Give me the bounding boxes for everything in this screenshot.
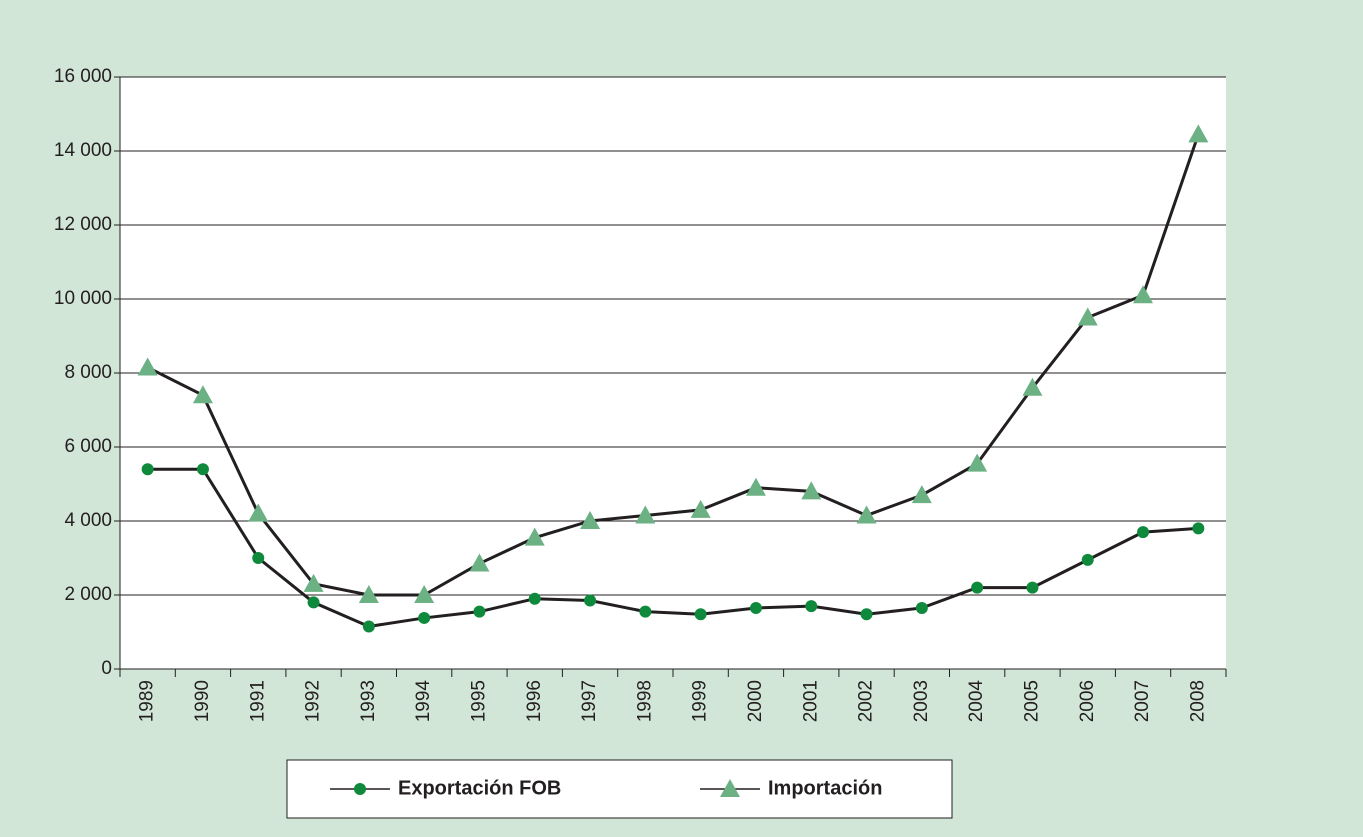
data-point xyxy=(307,596,320,609)
x-tick-label: 2007 xyxy=(1132,680,1153,722)
data-point xyxy=(248,503,269,522)
x-tick-label: 2006 xyxy=(1077,680,1098,722)
legend-label: Importación xyxy=(768,777,882,799)
data-point xyxy=(252,552,265,564)
data-point xyxy=(856,505,877,524)
y-tick-label: 4 000 xyxy=(64,510,112,531)
y-tick-label: 10 000 xyxy=(54,288,112,309)
x-tick-label: 1989 xyxy=(137,680,158,722)
legend-marker xyxy=(354,783,366,795)
data-point xyxy=(196,463,209,476)
data-point xyxy=(805,600,818,613)
x-tick-label: 1992 xyxy=(303,680,324,722)
data-point xyxy=(1077,307,1098,326)
y-tick-label: 0 xyxy=(101,658,112,679)
y-tick-label: 2 000 xyxy=(64,584,112,605)
data-point xyxy=(1137,526,1150,539)
x-tick-label: 2005 xyxy=(1021,680,1042,722)
x-tick-label: 2004 xyxy=(966,680,987,723)
data-point xyxy=(414,585,435,603)
x-tick-label: 1997 xyxy=(579,680,600,722)
data-point xyxy=(690,499,711,518)
data-point xyxy=(524,527,545,546)
y-tick-label: 14 000 xyxy=(54,140,112,161)
data-point xyxy=(745,477,766,496)
data-point xyxy=(635,505,656,524)
data-point xyxy=(749,601,762,614)
series-line xyxy=(146,133,1200,597)
data-point xyxy=(362,620,375,633)
x-tick-label: 1996 xyxy=(524,680,545,722)
data-point xyxy=(1192,522,1205,535)
x-tick-label: 1999 xyxy=(690,680,711,722)
data-point xyxy=(694,608,707,621)
data-point xyxy=(473,605,486,618)
data-point xyxy=(584,594,597,607)
y-tick-label: 8 000 xyxy=(64,362,112,383)
data-point xyxy=(418,611,431,624)
x-tick-label: 1993 xyxy=(358,680,379,722)
data-point xyxy=(911,485,932,504)
x-tick-label: 2001 xyxy=(800,680,821,722)
x-tick-label: 1995 xyxy=(468,680,489,722)
y-tick-label: 16 000 xyxy=(54,66,112,87)
legend-marker xyxy=(720,779,740,797)
legend xyxy=(286,759,953,819)
x-tick-label: 2000 xyxy=(745,680,766,722)
data-point xyxy=(303,573,324,592)
x-tick-label: 1998 xyxy=(634,680,655,722)
data-point xyxy=(141,463,154,476)
series-line xyxy=(147,467,1199,628)
legend-label: Exportación FOB xyxy=(398,777,561,799)
x-tick-label: 2003 xyxy=(911,680,932,722)
x-tick-label: 2008 xyxy=(1187,680,1208,722)
data-point xyxy=(469,553,490,572)
x-tick-label: 1991 xyxy=(247,680,268,722)
data-point xyxy=(915,601,928,614)
data-point xyxy=(358,585,379,603)
data-point xyxy=(860,608,873,621)
x-tick-label: 1994 xyxy=(413,680,434,723)
data-point xyxy=(801,481,822,500)
data-point xyxy=(528,592,541,605)
data-point xyxy=(1022,377,1043,396)
data-point xyxy=(971,581,984,594)
data-point xyxy=(639,605,652,618)
data-point xyxy=(1133,285,1154,304)
y-tick-label: 6 000 xyxy=(64,436,112,457)
data-point xyxy=(1188,124,1209,143)
data-point xyxy=(192,385,213,404)
data-point xyxy=(137,357,158,376)
data-point xyxy=(1026,581,1039,594)
data-point xyxy=(967,453,988,472)
x-tick-label: 1990 xyxy=(192,680,213,722)
x-tick-label: 2002 xyxy=(856,680,877,722)
data-point xyxy=(580,511,601,529)
data-point xyxy=(1081,553,1094,566)
y-tick-label: 12 000 xyxy=(54,214,112,235)
